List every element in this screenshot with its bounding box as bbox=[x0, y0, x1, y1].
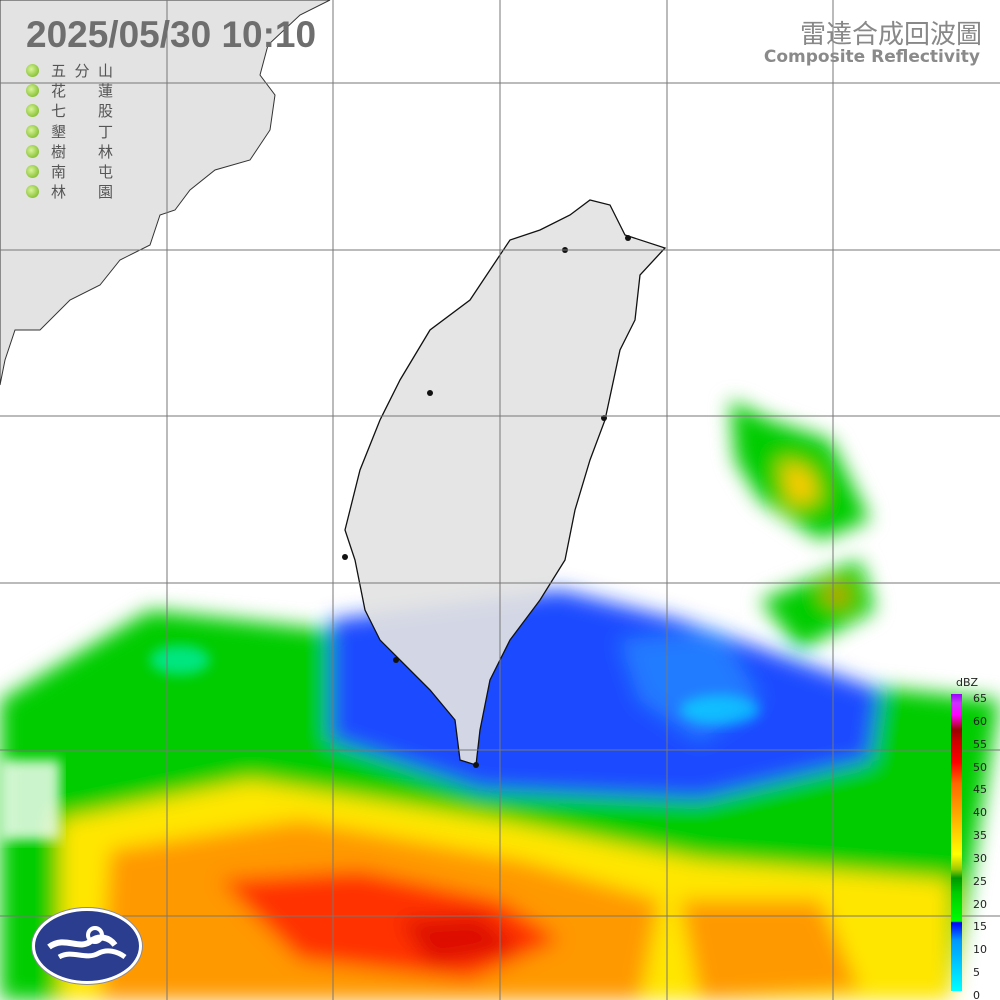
station-status-icon bbox=[26, 185, 39, 199]
station-name: 墾丁 bbox=[51, 122, 113, 141]
colorbar-tick-label: 10 bbox=[973, 943, 987, 957]
colorbar-tick-label: 15 bbox=[973, 920, 987, 934]
station-item: 林園 bbox=[26, 182, 113, 202]
colorbar-tick-label: 65 bbox=[973, 692, 987, 705]
mainland-china bbox=[0, 0, 331, 386]
station-status-icon bbox=[26, 124, 39, 138]
colorbar-tick-label: 20 bbox=[973, 897, 987, 911]
observation-datetime: 2025/05/30 10:10 bbox=[26, 14, 317, 55]
colorbar-tick-label: 60 bbox=[973, 714, 987, 728]
colorbar-tick-label: 55 bbox=[973, 737, 987, 751]
colorbar-tick-label: 0 bbox=[973, 989, 980, 1000]
station-status-icon bbox=[26, 83, 39, 97]
station-item: 五分山 bbox=[26, 60, 113, 80]
colorbar-tick-label: 50 bbox=[973, 760, 987, 774]
cwa-logo-icon bbox=[32, 908, 142, 984]
station-name: 七股 bbox=[51, 102, 113, 121]
station-status-icon bbox=[26, 165, 39, 179]
station-item: 墾丁 bbox=[26, 121, 113, 141]
colorbar bbox=[951, 694, 962, 991]
colorbar-tick-label: 40 bbox=[973, 806, 987, 820]
station-name: 林園 bbox=[51, 183, 113, 202]
station-item: 七股 bbox=[26, 101, 113, 121]
station-name: 花蓮 bbox=[51, 81, 113, 100]
map-title-en: Composite Reflectivity bbox=[763, 47, 980, 67]
station-item: 南屯 bbox=[26, 161, 113, 181]
station-item: 樹林 bbox=[26, 141, 113, 161]
station-status-icon bbox=[26, 63, 39, 77]
taiwan-island bbox=[344, 199, 667, 766]
station-name: 南屯 bbox=[51, 163, 113, 182]
colorbar-tick-label: 30 bbox=[973, 851, 987, 865]
colorbar-tick-label: 35 bbox=[973, 829, 987, 843]
colorbar-tick-label: 5 bbox=[973, 966, 980, 980]
radar-station-list: 五分山 花蓮 七股 墾丁 樹林 南屯 林園 bbox=[26, 60, 113, 202]
station-item: 花蓮 bbox=[26, 80, 113, 100]
station-name: 五分山 bbox=[51, 61, 113, 80]
map-title-zh: 雷達合成回波圖 bbox=[799, 20, 982, 50]
colorbar-tick-label: 45 bbox=[973, 783, 987, 797]
colorbar-tick-label: 25 bbox=[973, 874, 987, 888]
station-status-icon bbox=[26, 104, 39, 118]
station-status-icon bbox=[26, 144, 39, 158]
station-name: 樹林 bbox=[51, 142, 113, 161]
colorbar-unit: dBZ bbox=[956, 676, 979, 689]
